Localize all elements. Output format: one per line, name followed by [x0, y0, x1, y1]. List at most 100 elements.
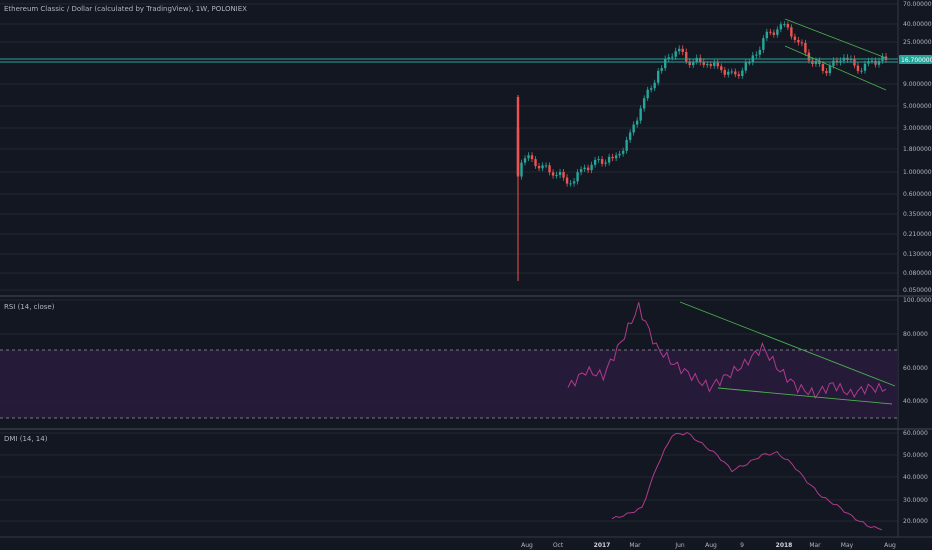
rsi-line[interactable] — [567, 302, 887, 399]
candle-body[interactable] — [884, 56, 888, 60]
candle-body[interactable] — [786, 24, 790, 28]
candle-body[interactable] — [723, 70, 726, 75]
candle-body[interactable] — [790, 27, 793, 37]
candle-body[interactable] — [516, 97, 520, 175]
candle-body[interactable] — [716, 62, 719, 67]
candle-body[interactable] — [639, 108, 642, 121]
candle-body[interactable] — [586, 167, 590, 171]
candle-body[interactable] — [856, 65, 860, 72]
candle-body[interactable] — [877, 60, 881, 65]
candle-body[interactable] — [825, 70, 828, 74]
dmi-axis[interactable]: 60.0000 50.0000 40.0000 30.0000 20.0000 — [903, 430, 928, 525]
candle-body[interactable] — [776, 29, 779, 35]
candle-body[interactable] — [730, 71, 733, 73]
candle-body[interactable] — [797, 39, 800, 43]
candle-body[interactable] — [828, 65, 832, 74]
candle-body[interactable] — [863, 63, 867, 71]
candle-body[interactable] — [527, 155, 530, 159]
candle-body[interactable] — [611, 156, 614, 159]
candle-body[interactable] — [572, 181, 576, 184]
candle-body[interactable] — [537, 166, 541, 169]
dmi-line[interactable] — [611, 432, 883, 531]
candle-body[interactable] — [737, 74, 740, 76]
candle-body[interactable] — [685, 51, 688, 62]
candle-body[interactable] — [870, 60, 874, 62]
candle-body[interactable] — [593, 159, 597, 165]
candle-body[interactable] — [702, 62, 705, 65]
candle-body[interactable] — [607, 156, 611, 163]
rsi-upper-trendline[interactable] — [679, 301, 896, 387]
candle-body[interactable] — [674, 51, 677, 57]
candle-body[interactable] — [632, 124, 635, 133]
candle-body[interactable] — [544, 165, 548, 167]
candle-body[interactable] — [555, 175, 558, 177]
candle-body[interactable] — [541, 165, 544, 169]
candle-body[interactable] — [695, 57, 698, 62]
candle-body[interactable] — [688, 61, 691, 66]
candle-body[interactable] — [793, 36, 797, 40]
candles[interactable] — [516, 21, 888, 281]
candle-body[interactable] — [646, 89, 649, 99]
candle-body[interactable] — [576, 172, 579, 182]
candle-body[interactable] — [597, 159, 600, 161]
candle-body[interactable] — [579, 169, 583, 173]
candle-body[interactable] — [530, 155, 534, 160]
candle-body[interactable] — [534, 159, 537, 167]
candle-body[interactable] — [618, 153, 621, 156]
candle-body[interactable] — [569, 183, 572, 185]
candle-body[interactable] — [681, 48, 684, 52]
candle-body[interactable] — [548, 165, 551, 173]
candle-body[interactable] — [614, 155, 618, 159]
candle-body[interactable] — [583, 167, 586, 170]
channel-upper-trendline[interactable] — [784, 18, 887, 59]
candle-body[interactable] — [621, 150, 625, 154]
candle-body[interactable] — [664, 58, 667, 69]
candle-body[interactable] — [744, 62, 748, 71]
candle-body[interactable] — [653, 82, 656, 89]
candle-body[interactable] — [590, 164, 593, 171]
candle-body[interactable] — [772, 32, 776, 35]
candle-body[interactable] — [678, 48, 681, 52]
candle-body[interactable] — [649, 88, 653, 90]
candle-body[interactable] — [800, 42, 804, 44]
candle-body[interactable] — [860, 70, 863, 72]
price-axis[interactable]: 70.00000000 40.00000000 25.00000000 9.00000… — [903, 1, 932, 294]
candle-body[interactable] — [713, 62, 716, 66]
candle-body[interactable] — [692, 61, 695, 66]
candle-body[interactable] — [734, 71, 737, 75]
candle-body[interactable] — [874, 60, 877, 65]
candle-body[interactable] — [720, 66, 723, 71]
time-axis[interactable]: Aug Oct 2017 Mar Jun Aug 9 2018 Mar May Aug — [521, 542, 896, 549]
candle-body[interactable] — [660, 68, 663, 71]
candle-body[interactable] — [727, 71, 730, 75]
candle-body[interactable] — [762, 38, 765, 50]
candle-body[interactable] — [765, 31, 769, 39]
rsi-axis[interactable]: 100.0000 80.0000 60.0000 40.0000 — [903, 297, 932, 405]
candle-body[interactable] — [832, 60, 835, 66]
candle-body[interactable] — [600, 159, 604, 164]
candle-body[interactable] — [804, 42, 807, 53]
candle-body[interactable] — [628, 132, 632, 140]
candle-body[interactable] — [699, 57, 702, 63]
candle-body[interactable] — [783, 24, 786, 26]
candle-body[interactable] — [821, 64, 825, 71]
candle-body[interactable] — [667, 57, 670, 59]
candle-body[interactable] — [523, 158, 527, 163]
candle-body[interactable] — [709, 64, 712, 66]
candle-body[interactable] — [755, 54, 758, 56]
candle-body[interactable] — [748, 62, 751, 64]
candle-body[interactable] — [565, 177, 569, 184]
candle-body[interactable] — [558, 172, 562, 176]
candle-body[interactable] — [635, 120, 639, 125]
candle-body[interactable] — [671, 56, 674, 58]
candle-body[interactable] — [520, 162, 523, 177]
candle-body[interactable] — [769, 31, 772, 33]
candle-body[interactable] — [625, 139, 628, 151]
candle-body[interactable] — [656, 70, 660, 83]
candle-body[interactable] — [706, 64, 709, 66]
candle-body[interactable] — [562, 172, 565, 178]
candle-body[interactable] — [551, 172, 555, 176]
rsi-lower-trendline[interactable] — [717, 387, 893, 405]
candle-body[interactable] — [779, 24, 783, 30]
candle-body[interactable] — [642, 98, 646, 109]
